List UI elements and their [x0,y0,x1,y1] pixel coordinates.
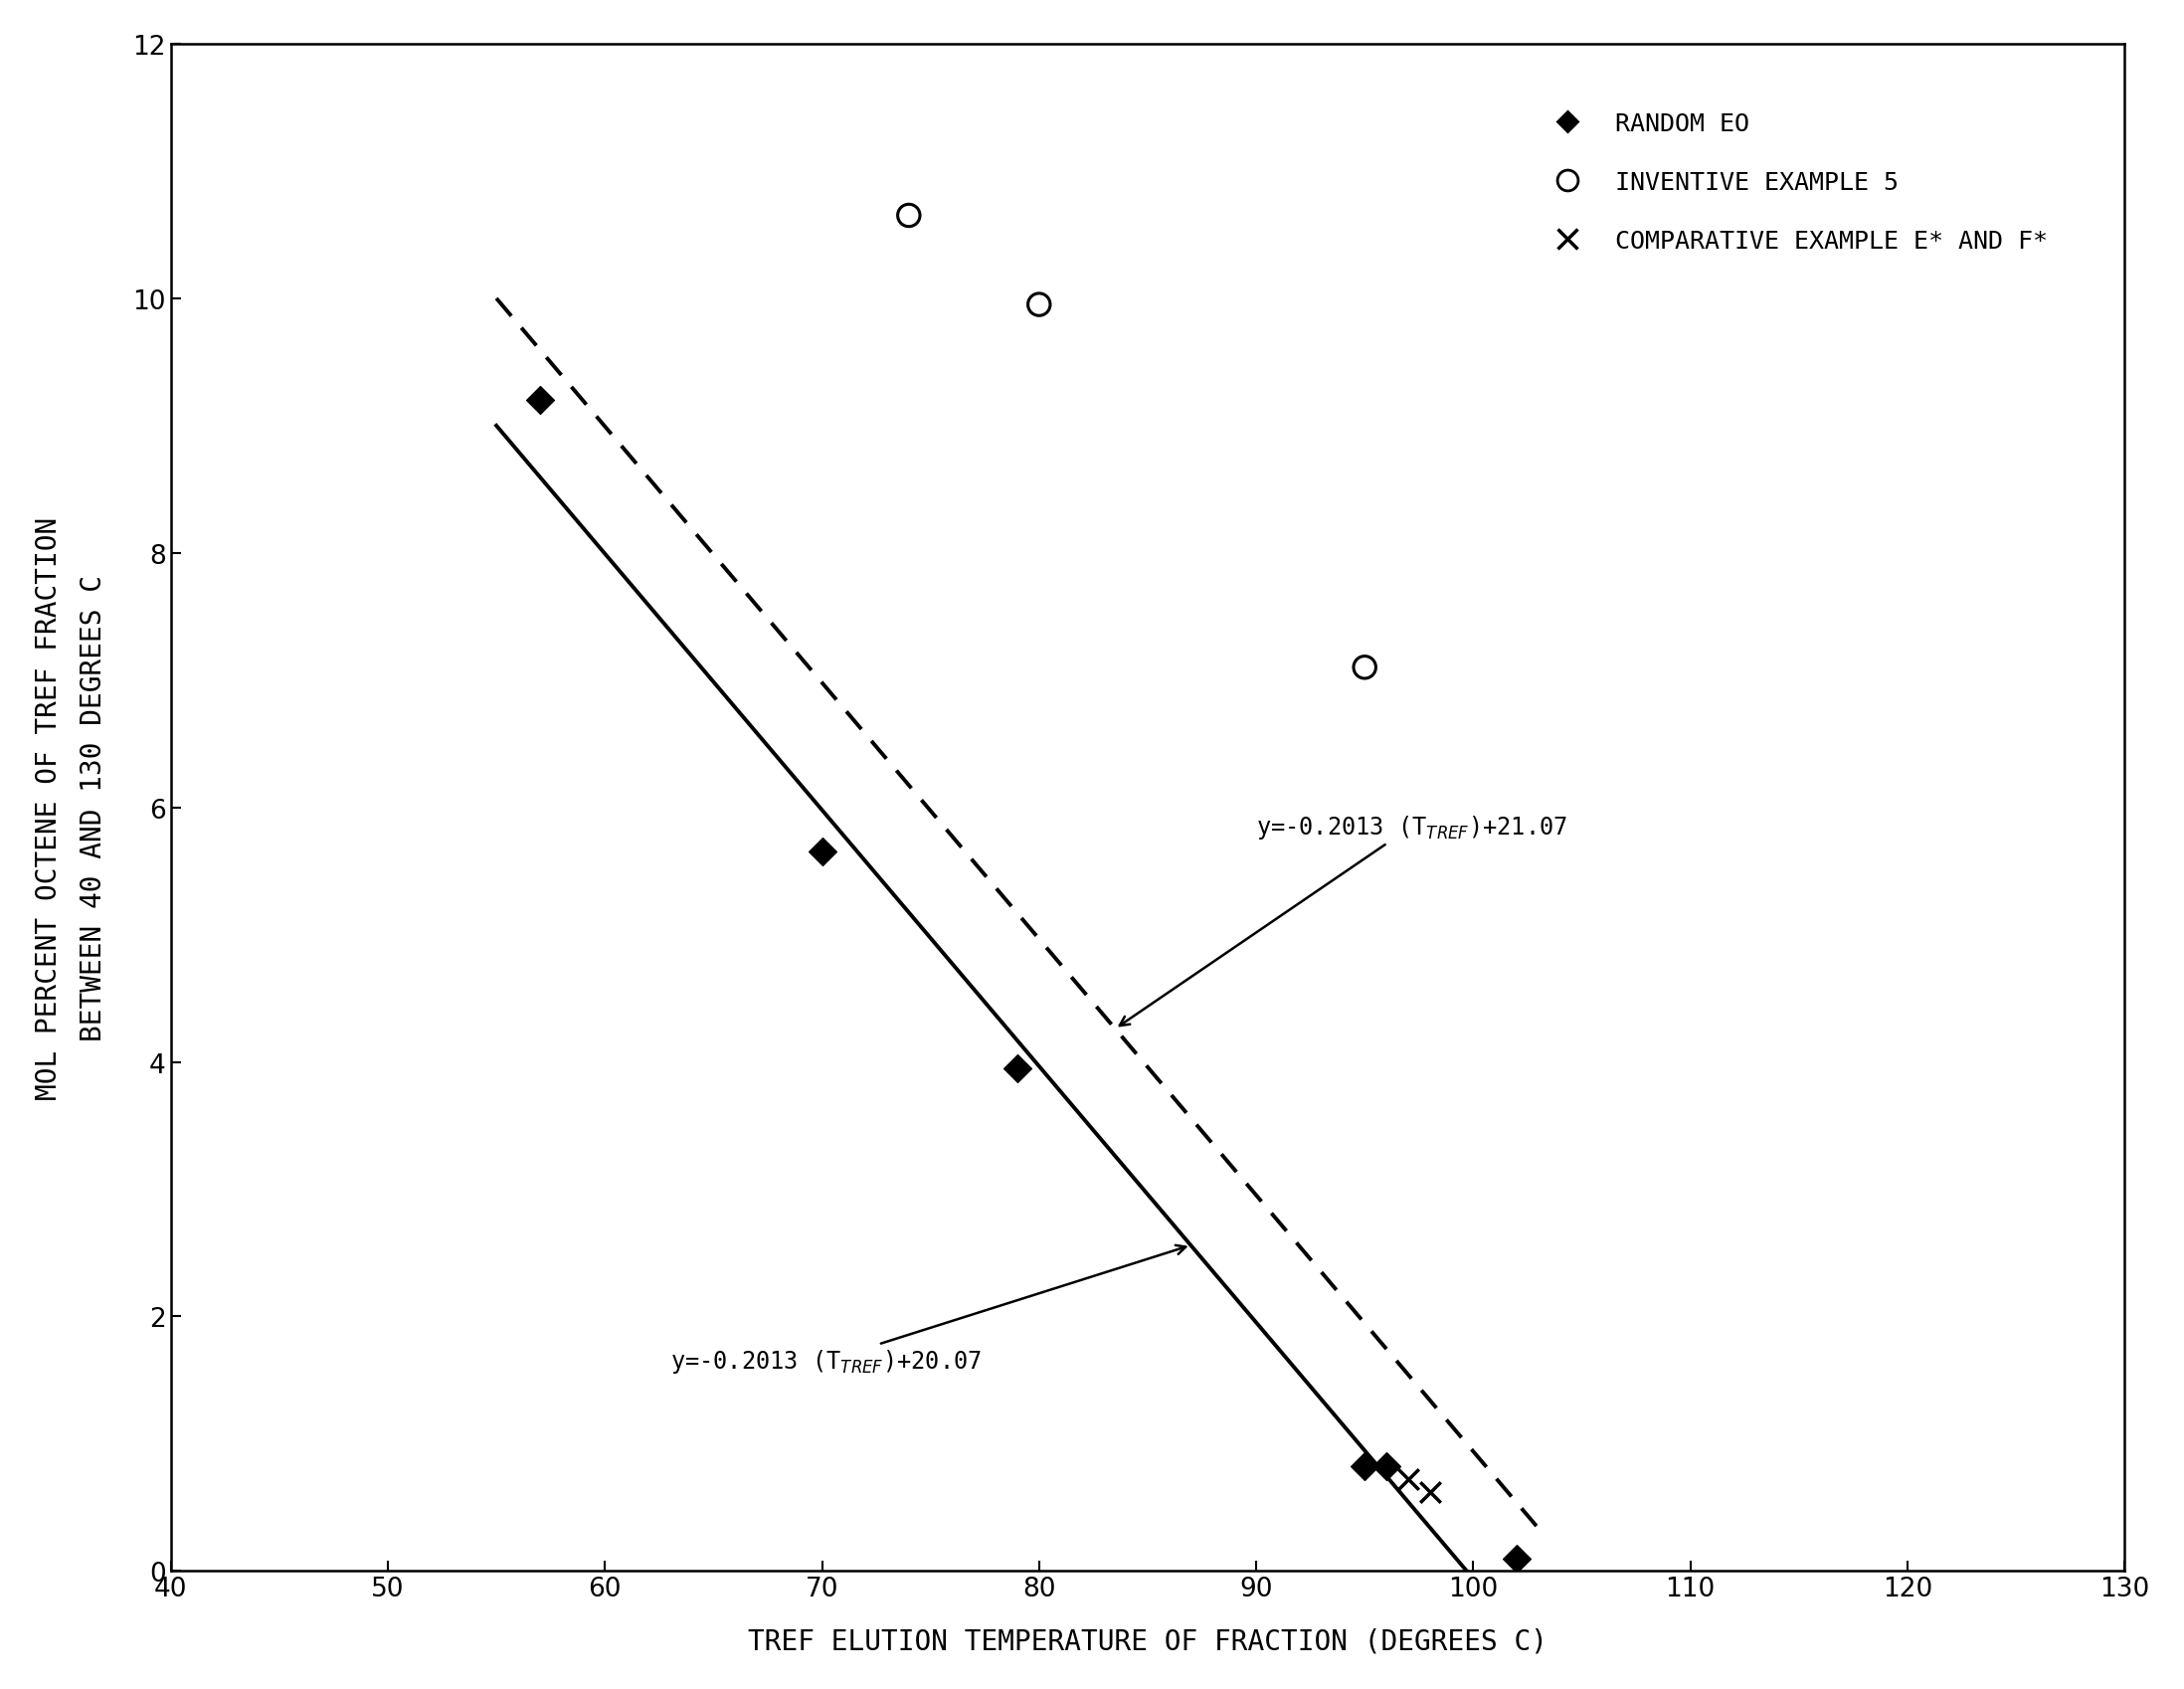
RANDOM EO [1000,1056,1035,1083]
Y-axis label: MOL PERCENT OCTENE OF TREF FRACTION
BETWEEN 40 AND 130 DEGREES C: MOL PERCENT OCTENE OF TREF FRACTION BETW… [35,517,107,1100]
Legend: RANDOM EO, INVENTIVE EXAMPLE 5, COMPARATIVE EXAMPLE E* AND F*: RANDOM EO, INVENTIVE EXAMPLE 5, COMPARAT… [1524,88,2073,279]
COMPARATIVE EXAMPLE E* AND F* [1391,1466,1426,1493]
Text: y=-0.2013 (T$_{TREF}$)+20.07: y=-0.2013 (T$_{TREF}$)+20.07 [670,1245,1186,1375]
INVENTIVE EXAMPLE 5 [1022,292,1057,319]
RANDOM EO [1348,1453,1382,1480]
RANDOM EO [804,839,839,866]
INVENTIVE EXAMPLE 5 [1348,654,1382,681]
X-axis label: TREF ELUTION TEMPERATURE OF FRACTION (DEGREES C): TREF ELUTION TEMPERATURE OF FRACTION (DE… [747,1627,1548,1655]
Text: y=-0.2013 (T$_{TREF}$)+21.07: y=-0.2013 (T$_{TREF}$)+21.07 [1120,812,1568,1025]
RANDOM EO [522,387,557,414]
INVENTIVE EXAMPLE 5 [891,203,926,230]
RANDOM EO [1498,1545,1533,1572]
RANDOM EO [1369,1453,1404,1480]
COMPARATIVE EXAMPLE E* AND F* [1413,1480,1448,1507]
